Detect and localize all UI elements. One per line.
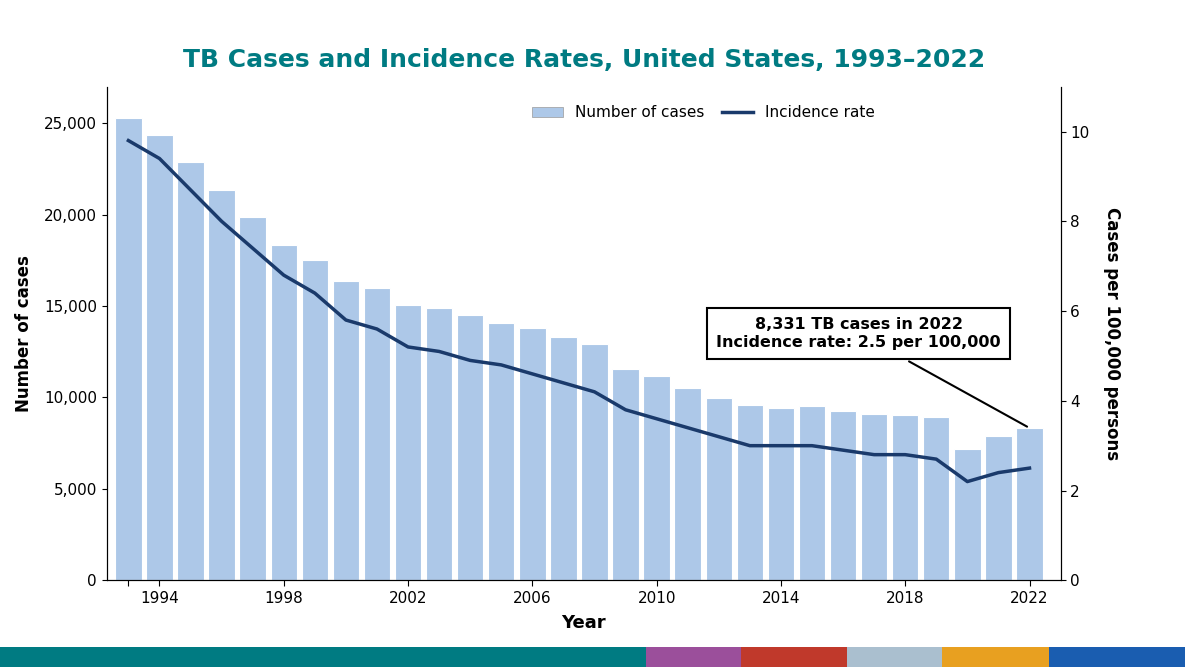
Text: 8,331 TB cases in 2022
Incidence rate: 2.5 per 100,000: 8,331 TB cases in 2022 Incidence rate: 2…: [716, 317, 1027, 427]
Bar: [923, 418, 949, 580]
Bar: [1049, 647, 1185, 667]
Bar: [425, 308, 453, 580]
Y-axis label: Cases per 100,000 persons: Cases per 100,000 persons: [1103, 207, 1121, 460]
Bar: [613, 370, 639, 580]
Bar: [178, 162, 204, 580]
Bar: [737, 405, 763, 580]
Bar: [705, 398, 732, 580]
Bar: [768, 408, 794, 580]
Title: TB Cases and Incidence Rates, United States, 1993–2022: TB Cases and Incidence Rates, United Sta…: [182, 48, 985, 72]
Bar: [239, 217, 265, 580]
Bar: [741, 647, 847, 667]
Bar: [550, 338, 577, 580]
Y-axis label: Number of cases: Number of cases: [15, 255, 33, 412]
Bar: [0, 647, 646, 667]
Bar: [302, 260, 328, 580]
Bar: [646, 647, 741, 667]
Bar: [333, 281, 359, 580]
Legend: Number of cases, Incidence rate: Number of cases, Incidence rate: [526, 99, 882, 127]
Bar: [395, 305, 421, 580]
Bar: [146, 135, 173, 580]
Bar: [643, 376, 670, 580]
Bar: [892, 416, 918, 580]
Bar: [674, 388, 700, 580]
Bar: [364, 288, 390, 580]
Bar: [799, 406, 825, 580]
Bar: [582, 344, 608, 580]
Bar: [954, 449, 980, 580]
Bar: [488, 323, 514, 580]
Bar: [519, 328, 545, 580]
Bar: [830, 411, 857, 580]
Bar: [861, 414, 888, 580]
Bar: [457, 315, 483, 580]
X-axis label: Year: Year: [562, 614, 606, 632]
Bar: [847, 647, 942, 667]
Bar: [115, 117, 141, 580]
Bar: [1017, 428, 1043, 580]
Bar: [942, 647, 1049, 667]
Bar: [985, 436, 1012, 580]
Bar: [270, 245, 297, 580]
Bar: [209, 190, 235, 580]
